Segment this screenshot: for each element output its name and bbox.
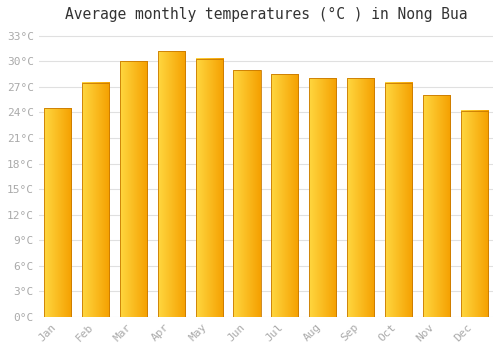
Bar [158,51,185,317]
Bar [120,61,147,317]
Bar [234,70,260,317]
Bar [196,59,223,317]
Bar [347,78,374,317]
Bar [82,83,109,317]
Bar [44,108,72,317]
Bar [271,74,298,317]
Bar [460,111,488,317]
Title: Average monthly temperatures (°C ) in Nong Bua: Average monthly temperatures (°C ) in No… [64,7,467,22]
Bar [385,83,412,317]
Bar [309,78,336,317]
Bar [422,96,450,317]
